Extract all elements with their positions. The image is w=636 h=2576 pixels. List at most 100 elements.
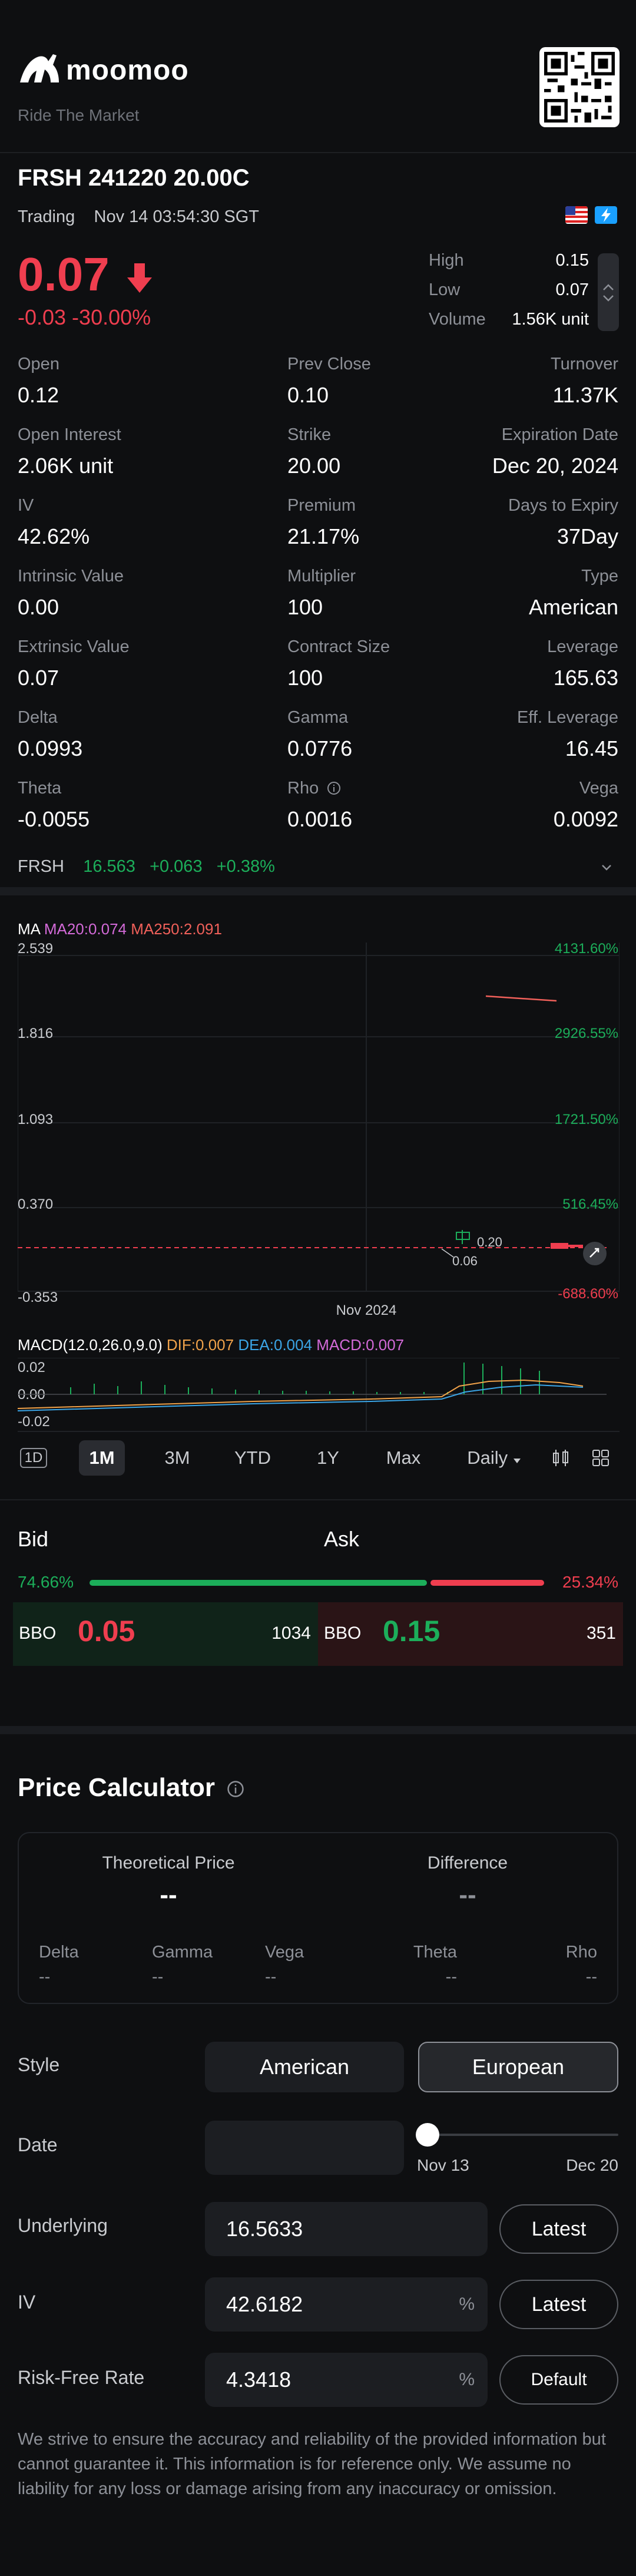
style-american-button[interactable]: American	[205, 2042, 404, 2092]
tab-ytd[interactable]: YTD	[234, 1447, 271, 1468]
qr-code-icon	[544, 52, 615, 123]
ask-pct: 25.34%	[562, 1573, 618, 1591]
bid-fill	[90, 1580, 427, 1586]
tab-max[interactable]: Max	[386, 1447, 421, 1468]
stat-label: Rho	[287, 779, 341, 798]
reset-arrow-icon	[589, 1248, 599, 1258]
underlying-latest-button[interactable]: Latest	[499, 2204, 618, 2254]
greek-label: Theta	[413, 1943, 457, 1962]
tab-1y[interactable]: 1Y	[317, 1447, 339, 1468]
stat-value: 21.17%	[287, 524, 360, 548]
macd-chart[interactable]: 0.02 0.00 -0.02	[18, 1358, 620, 1434]
stat-value: 165.63	[553, 666, 618, 690]
stat-value: 0.00	[18, 595, 59, 619]
y-tick-left: 0.370	[18, 1196, 53, 1212]
stat-value: 16.45	[565, 736, 618, 760]
tagline: Ride The Market	[18, 106, 140, 124]
iv-label: IV	[18, 2291, 36, 2313]
ma-legend: MA MA20:0.074 MA250:2.091	[18, 920, 222, 938]
stat-label: Premium	[287, 496, 356, 515]
high-label: High	[429, 251, 464, 270]
rfr-label: Risk-Free Rate	[18, 2367, 145, 2388]
option-symbol: FRSH 241220 20.00C	[18, 165, 250, 191]
stat-value: 100	[287, 595, 323, 619]
macd-y-tick: 0.02	[18, 1360, 45, 1375]
high-value: 0.15	[555, 251, 589, 270]
date-slider-handle[interactable]	[416, 2123, 439, 2147]
info-icon[interactable]	[227, 1780, 244, 1798]
low-marker: 0.06	[452, 1254, 478, 1268]
stat-value: 11.37K	[552, 383, 618, 407]
tab-1d-label: 1D	[19, 1448, 48, 1468]
percent-suffix: %	[459, 2370, 475, 2389]
tab-1d[interactable]: 1D	[18, 1440, 49, 1476]
tab-1m[interactable]: 1M	[79, 1440, 125, 1476]
chevron-down-icon[interactable]	[599, 860, 614, 874]
greek-value: --	[39, 1967, 51, 1986]
stat-value: 0.10	[287, 383, 329, 407]
bid-label: Bid	[18, 1527, 49, 1551]
stat-label: Leverage	[547, 637, 618, 656]
trading-status: Trading Nov 14 03:54:30 SGT	[18, 207, 259, 227]
section-divider	[0, 1726, 636, 1734]
rfr-input[interactable]: 4.3418 %	[205, 2353, 488, 2407]
tab-3m[interactable]: 3M	[164, 1447, 190, 1468]
dif-label: DIF:0.007	[166, 1336, 234, 1354]
stat-label: Open Interest	[18, 425, 121, 444]
section-divider	[0, 1499, 636, 1500]
quote-scroll-toggle[interactable]	[598, 253, 619, 331]
greek-value: --	[152, 1967, 164, 1986]
price-chart[interactable]: 2.539 1.816 1.093 0.370 -0.353 4131.60% …	[18, 943, 620, 1320]
ma250-series-line	[485, 995, 557, 1002]
calculator-title-text: Price Calculator	[18, 1773, 216, 1802]
volume-label: Volume	[429, 310, 486, 329]
rfr-default-button[interactable]: Default	[499, 2355, 618, 2405]
style-european-button[interactable]: European	[418, 2042, 618, 2092]
stat-label: IV	[18, 496, 34, 515]
bbo-label: BBO	[19, 1623, 57, 1643]
difference-label: Difference	[427, 1853, 508, 1873]
last-price-value: 0.07	[18, 248, 110, 300]
low-value: 0.07	[555, 280, 589, 299]
stat-value: 100	[287, 666, 323, 690]
stat-value: 20.00	[287, 454, 341, 478]
bid-bbo-box[interactable]: BBO 0.05 1034	[13, 1602, 318, 1666]
y-tick-right: 2926.55%	[555, 1026, 618, 1041]
stat-label: Type	[581, 567, 618, 586]
date-label: Date	[18, 2134, 58, 2155]
grid-icon[interactable]	[591, 1449, 610, 1467]
volume-value: 1.56K unit	[512, 310, 589, 329]
underlying-input[interactable]: 16.5633	[205, 2202, 488, 2256]
tab-daily[interactable]: Daily	[462, 1440, 526, 1476]
date-slider-track[interactable]	[428, 2134, 618, 2136]
ask-price: 0.15	[383, 1615, 440, 1648]
ma250-label: MA250:2.091	[131, 920, 222, 938]
y-tick-left: -0.353	[18, 1289, 58, 1305]
underlying-change: +0.063	[150, 857, 203, 876]
ma-label: MA	[18, 920, 40, 938]
stat-label: Theta	[18, 779, 62, 798]
qr-code[interactable]	[539, 47, 620, 127]
info-icon[interactable]	[327, 781, 341, 795]
iv-latest-button[interactable]: Latest	[499, 2280, 618, 2329]
greek-value: --	[265, 1967, 277, 1986]
status-text: Trading	[18, 207, 75, 226]
dea-line	[18, 1384, 584, 1411]
reset-chart-button[interactable]	[583, 1242, 607, 1265]
calculator-result-card: Theoretical Price -- Difference -- Delta…	[18, 1832, 618, 2004]
iv-input[interactable]: 42.6182 %	[205, 2277, 488, 2332]
date-input[interactable]	[205, 2121, 404, 2175]
down-arrow-icon	[127, 263, 152, 293]
underlying-row[interactable]: FRSH 16.563 +0.063 +0.38%	[18, 857, 275, 877]
stat-value: 0.0993	[18, 736, 83, 760]
ask-bbo-box[interactable]: BBO 0.15 351	[318, 1602, 623, 1666]
greek-label: Vega	[265, 1943, 304, 1962]
stat-label: Vega	[579, 779, 618, 798]
status-time: Nov 14 03:54:30 SGT	[94, 207, 260, 226]
stat-value: 42.62%	[18, 524, 90, 548]
stat-label: Gamma	[287, 708, 349, 727]
candlestick-icon[interactable]	[551, 1449, 570, 1467]
stat-label: Turnover	[551, 355, 618, 373]
percent-suffix: %	[459, 2294, 475, 2314]
dif-line	[18, 1379, 584, 1409]
